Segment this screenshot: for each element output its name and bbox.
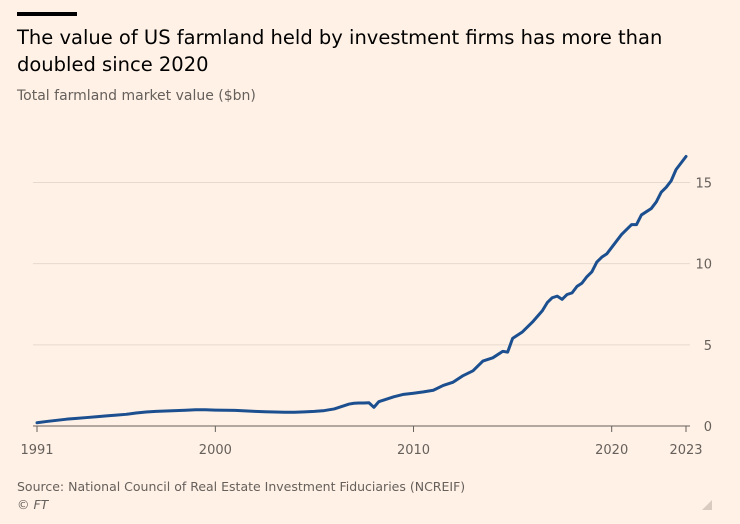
- y-tick-label: 15: [695, 176, 712, 191]
- x-tick-label: 2000: [199, 443, 232, 458]
- chart-title: The value of US farmland held by investm…: [17, 26, 663, 76]
- x-tick-label: 2020: [595, 443, 628, 458]
- chart-subtitle: Total farmland market value ($bn): [17, 88, 256, 104]
- y-tick-label: 5: [704, 339, 712, 354]
- series-line: [35, 154, 688, 425]
- y-tick-label: 0: [704, 420, 712, 435]
- resize-corner-icon[interactable]: [702, 500, 712, 510]
- copyright-credit: © FT: [17, 497, 49, 512]
- gridlines: [33, 181, 690, 427]
- x-axis-ticks: 1991 2000 2010 2020 2023: [20, 426, 703, 458]
- y-axis-ticks: 0 5 10 15: [695, 176, 712, 435]
- x-tick-label: 2010: [397, 443, 430, 458]
- y-tick-label: 10: [695, 258, 712, 273]
- x-tick-label: 1991: [20, 443, 53, 458]
- x-tick-label: 2023: [669, 443, 702, 458]
- series-layer: [35, 154, 688, 425]
- brand-bar: [17, 12, 77, 16]
- source-note: Source: National Council of Real Estate …: [17, 479, 466, 494]
